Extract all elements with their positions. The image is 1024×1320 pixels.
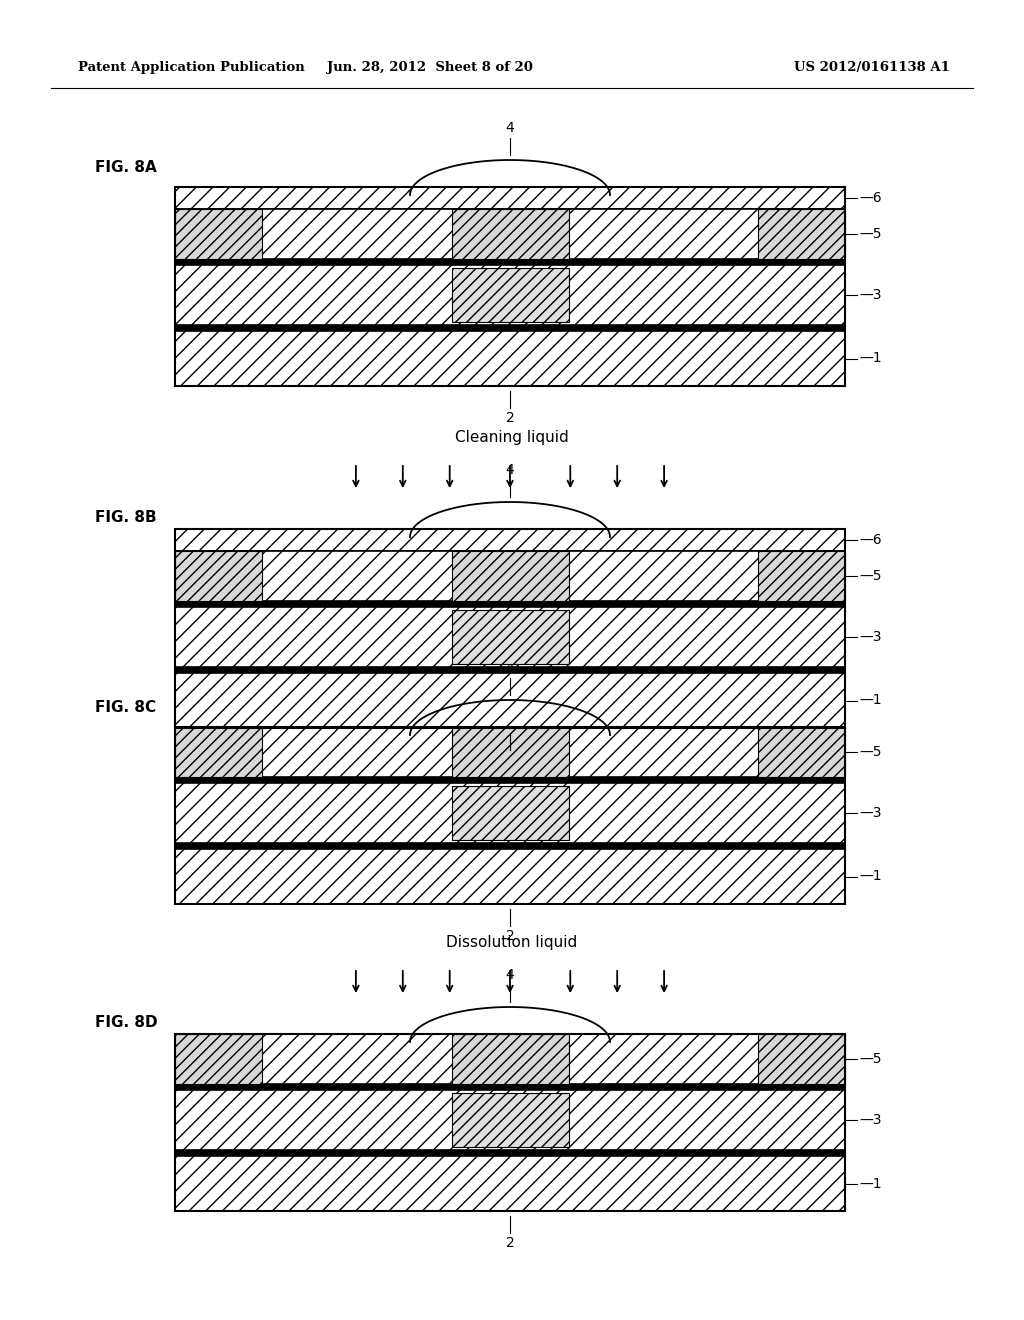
Bar (758, 550, 845, 601)
Bar (175, 187, 845, 209)
Text: —6: —6 (859, 533, 882, 546)
Text: —3: —3 (859, 807, 882, 820)
Bar (175, 1090, 845, 1150)
Bar (175, 550, 262, 601)
Bar (175, 727, 845, 904)
Bar (175, 1150, 845, 1156)
Bar (175, 667, 845, 673)
Bar (175, 1034, 845, 1084)
Bar (175, 529, 845, 550)
Bar (175, 1034, 262, 1084)
Text: —1: —1 (859, 693, 882, 708)
Bar (175, 849, 845, 904)
Bar (175, 187, 845, 385)
Bar (452, 610, 568, 664)
Bar (175, 331, 845, 385)
Text: —3: —3 (859, 288, 882, 302)
Text: FIG. 8B: FIG. 8B (95, 510, 157, 525)
Text: —1: —1 (859, 1176, 882, 1191)
Text: FIG. 8C: FIG. 8C (95, 700, 156, 715)
Bar (452, 550, 568, 601)
Bar (175, 1084, 845, 1090)
Bar (175, 727, 845, 777)
Bar (175, 209, 845, 259)
Text: 2: 2 (506, 929, 514, 942)
Bar (175, 783, 845, 843)
Bar (175, 607, 845, 667)
Bar (758, 1034, 845, 1084)
Bar (175, 601, 845, 607)
Text: US 2012/0161138 A1: US 2012/0161138 A1 (795, 62, 950, 74)
Text: Dissolution liquid: Dissolution liquid (446, 935, 578, 950)
Text: —5: —5 (859, 744, 882, 759)
Text: 2: 2 (506, 1236, 514, 1250)
Bar (758, 727, 845, 777)
Bar (175, 325, 845, 331)
Bar (452, 727, 568, 777)
Text: —6: —6 (859, 191, 882, 205)
Bar (175, 550, 845, 601)
Text: —3: —3 (859, 1113, 882, 1127)
Text: Jun. 28, 2012  Sheet 8 of 20: Jun. 28, 2012 Sheet 8 of 20 (327, 62, 532, 74)
Text: —1: —1 (859, 351, 882, 366)
Text: Patent Application Publication: Patent Application Publication (78, 62, 305, 74)
Text: 2: 2 (506, 752, 514, 767)
Bar (175, 1034, 845, 1210)
Text: 2: 2 (506, 411, 514, 425)
Text: FIG. 8D: FIG. 8D (95, 1015, 158, 1030)
Text: 4: 4 (506, 661, 514, 675)
Bar (452, 785, 568, 840)
Text: 4: 4 (506, 121, 514, 135)
Bar (452, 209, 568, 259)
Bar (175, 843, 845, 849)
Text: 4: 4 (506, 968, 514, 982)
Bar (175, 209, 262, 259)
Bar (175, 1156, 845, 1210)
Bar (175, 777, 845, 783)
Bar (175, 529, 845, 729)
Bar (175, 673, 845, 729)
Bar (452, 268, 568, 322)
Bar (452, 1093, 568, 1147)
Bar (452, 1034, 568, 1084)
Bar (758, 209, 845, 259)
Text: FIG. 8A: FIG. 8A (95, 160, 157, 176)
Bar (175, 265, 845, 325)
Text: —5: —5 (859, 227, 882, 242)
Text: 4: 4 (506, 463, 514, 477)
Text: —5: —5 (859, 569, 882, 583)
Text: Cleaning liquid: Cleaning liquid (455, 430, 569, 445)
Bar (175, 727, 262, 777)
Text: —1: —1 (859, 870, 882, 883)
Text: —3: —3 (859, 630, 882, 644)
Bar (175, 259, 845, 265)
Text: —5: —5 (859, 1052, 882, 1067)
